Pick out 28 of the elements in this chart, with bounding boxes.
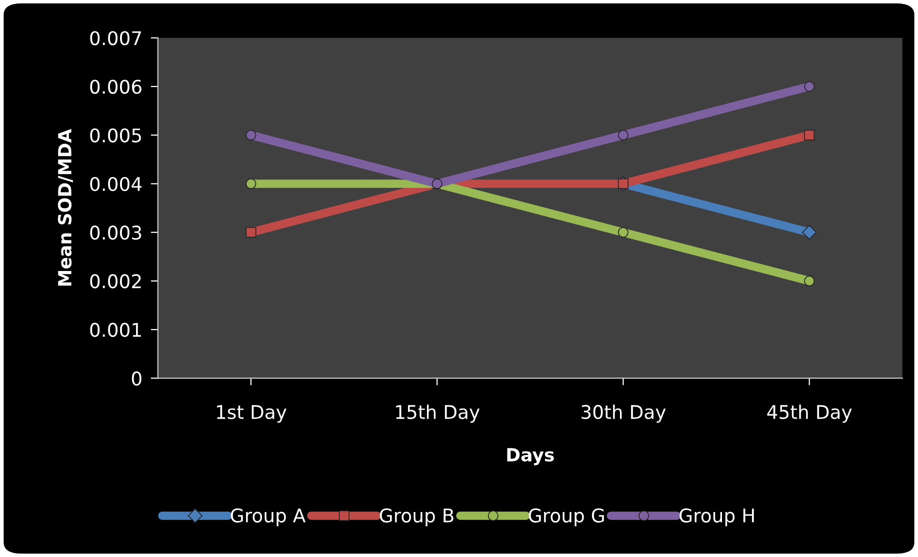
point <box>246 130 256 140</box>
point <box>618 227 628 238</box>
point <box>802 225 817 240</box>
y-axis-title: Mean SOD/MDA <box>58 128 73 286</box>
x-tick-label: 15th Day <box>396 404 480 423</box>
x-tick-label: 1st Day <box>217 405 286 423</box>
point <box>804 81 815 92</box>
point <box>246 178 256 190</box>
point <box>804 130 815 140</box>
y-tick-label: 0.002 <box>90 274 141 288</box>
legend-label: Group H <box>680 508 754 526</box>
y-tick-label: 0.001 <box>90 322 141 337</box>
y-tick-label: 0.005 <box>90 128 141 142</box>
point <box>618 130 628 140</box>
point <box>618 178 628 190</box>
x-tick-label: 45th Day <box>767 404 852 423</box>
y-tick-label: 0.007 <box>90 31 142 46</box>
y-tick-label: 0.003 <box>90 226 142 240</box>
legend-label: Group A <box>230 508 306 526</box>
legend-label: Group B <box>380 508 454 526</box>
x-tick-label: 30th Day <box>582 404 666 423</box>
y-tick-label: 0.006 <box>90 80 142 94</box>
x-axis-title: Days <box>507 448 554 466</box>
legend-label: Group G <box>528 508 604 526</box>
y-tick-label: 0.004 <box>90 176 142 192</box>
point <box>804 276 815 286</box>
y-tick-label: 0 <box>132 371 142 386</box>
point <box>246 227 256 238</box>
